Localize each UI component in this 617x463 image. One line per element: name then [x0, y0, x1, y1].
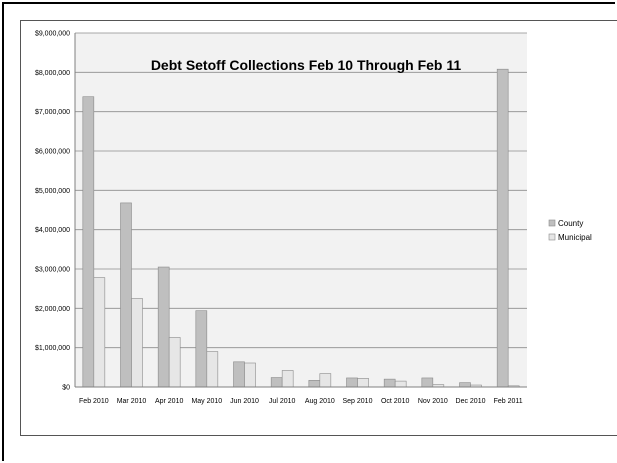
- y-tick-label: $8,000,000: [35, 70, 70, 77]
- legend-swatch-municipal: [548, 233, 556, 241]
- y-axis-tick-labels: $0 $1,000,000 $2,000,000 $3,000,000 $4,000,0…: [35, 31, 70, 392]
- chart-area: [20, 20, 617, 436]
- x-tick-label: Jul 2010: [269, 398, 296, 405]
- x-tick-label: Aug 2010: [305, 398, 335, 405]
- bar-county-6: [308, 380, 321, 388]
- bar-county-3: [195, 310, 208, 388]
- x-tick-label: Feb 2010: [79, 398, 109, 405]
- x-tick-label: Sep 2010: [343, 398, 373, 405]
- bars: [82, 68, 520, 388]
- x-tick-label: Nov 2010: [418, 398, 448, 405]
- y-tick-label: $2,000,000: [35, 306, 70, 313]
- bar-municipal-1: [131, 298, 143, 388]
- y-tick-label: $0: [62, 385, 70, 392]
- y-tick-label: $4,000,000: [35, 227, 70, 234]
- x-tick-label: May 2010: [191, 398, 222, 405]
- bar-county-4: [233, 361, 245, 388]
- bar-county-11: [496, 68, 509, 388]
- bar-municipal-3: [206, 351, 219, 388]
- y-tick-label: $3,000,000: [35, 267, 70, 274]
- bar-municipal-7: [357, 378, 369, 388]
- bar-municipal-2: [168, 337, 181, 388]
- y-tick-label: $1,000,000: [35, 345, 70, 352]
- bar-municipal-5: [281, 370, 294, 388]
- y-tick-label: $9,000,000: [35, 31, 70, 38]
- bar-county-9: [421, 377, 434, 388]
- bar-county-8: [383, 378, 396, 388]
- bar-county-7: [346, 377, 358, 388]
- legend-label-municipal: Municipal: [558, 233, 592, 242]
- bar-county-2: [157, 266, 170, 388]
- x-axis-tick-labels: Feb 2010 Mar 2010 Apr 2010 May 2010 Jun 2010…: [79, 398, 523, 405]
- bar-municipal-0: [93, 277, 106, 388]
- bar-municipal-4: [244, 362, 256, 388]
- x-tick-label: Oct 2010: [381, 398, 410, 405]
- bar-municipal-6: [319, 373, 332, 388]
- bar-county-0: [82, 96, 95, 388]
- x-tick-label: Feb 2011: [494, 398, 523, 405]
- bar-county-10: [459, 382, 471, 388]
- legend-swatch-county: [548, 219, 556, 227]
- x-tick-label: Dec 2010: [456, 398, 486, 405]
- bar-county-1: [120, 202, 132, 388]
- bar-municipal-8: [394, 380, 407, 388]
- chart-title: Debt Setoff Collections Feb 10 Through F…: [151, 57, 462, 73]
- plot-area: [75, 33, 527, 387]
- x-tick-label: Apr 2010: [155, 398, 184, 405]
- y-tick-label: $7,000,000: [35, 109, 70, 116]
- legend: County Municipal: [548, 219, 592, 242]
- x-tick-label: Mar 2010: [117, 398, 147, 405]
- legend-label-county: County: [558, 219, 583, 228]
- bar-county-5: [270, 377, 283, 388]
- y-tick-label: $5,000,000: [35, 188, 70, 195]
- y-tick-label: $6,000,000: [35, 149, 70, 156]
- x-tick-label: Jun 2010: [230, 398, 259, 405]
